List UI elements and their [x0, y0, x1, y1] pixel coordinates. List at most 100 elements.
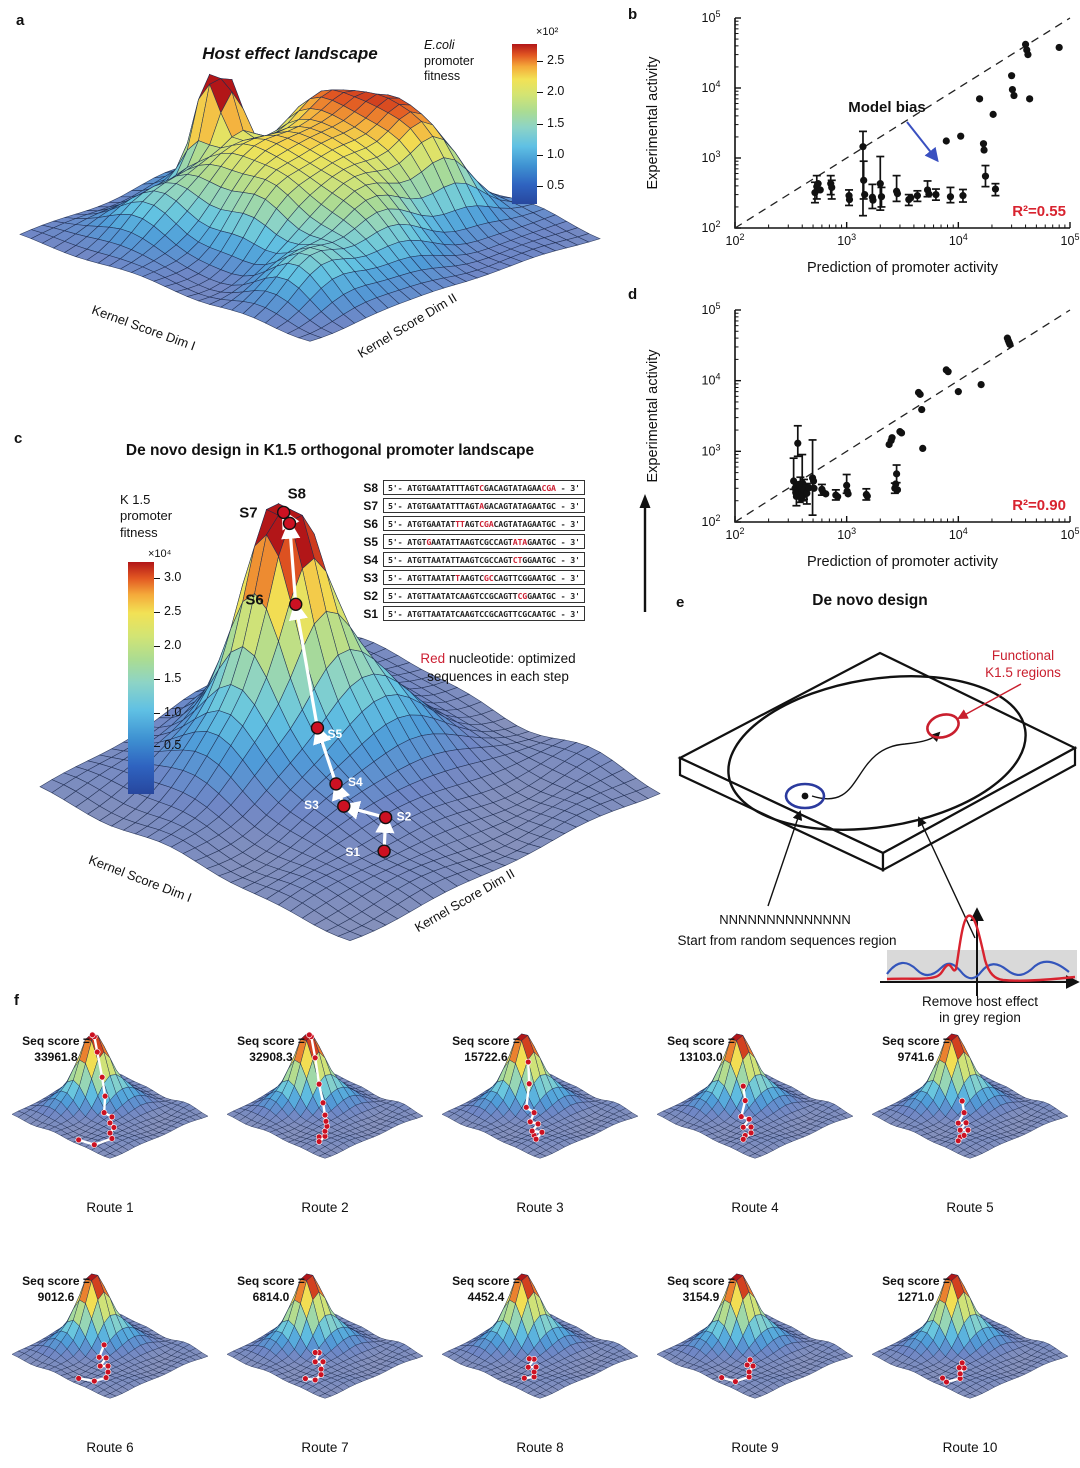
scatter-point	[1010, 91, 1018, 100]
note-rest: nucleotide: optimized	[445, 651, 576, 666]
scatter-point	[959, 192, 967, 200]
scatter-point	[946, 193, 955, 201]
note-line2: sequences in each step	[427, 668, 569, 684]
route-landscape-surface	[656, 1273, 854, 1399]
path-label-S5: S5	[327, 727, 342, 741]
scatter-point	[925, 190, 933, 198]
random-start-dot	[801, 792, 809, 800]
route-landscape-surface	[656, 1033, 854, 1159]
scatter-point	[888, 434, 896, 442]
route-cell: Seq score = 9012.6 Route 6	[4, 1248, 216, 1463]
route-path	[738, 1082, 755, 1143]
route-landscape-surface	[226, 1273, 424, 1399]
svg-text:103: 103	[702, 442, 721, 458]
colorbar-tick: 1.5	[547, 116, 565, 130]
panel-f-letter: f	[14, 992, 19, 1009]
scatter-point	[979, 140, 988, 148]
svg-text:103: 103	[837, 526, 856, 542]
remove-caption-line2: in grey region	[939, 1010, 1021, 1025]
colorbar-label-line1: E.coli	[424, 38, 455, 52]
colorbar-tick: 3.0	[164, 570, 182, 584]
scatter-point	[957, 132, 965, 140]
scatter-point	[1055, 43, 1063, 52]
scatter-point	[991, 185, 1000, 193]
route-caption: Route 5	[946, 1200, 994, 1215]
colorbar-tick: 2.0	[164, 638, 182, 652]
surface-mesh	[11, 1033, 209, 1159]
k15-landscape-surface: S1 S2 S3 S4 S5 S6 S7 S8	[39, 485, 661, 942]
sequence-box: 5'- ATGTTAATATCAAGTCCGCAGTTCGCAATGC - 3'	[383, 606, 585, 621]
scatter-point	[944, 368, 952, 376]
panel-a-colorbar: 2.5 2.0 1.5 1.0 0.5	[512, 44, 564, 204]
scatter-point	[892, 470, 901, 478]
route-landscape-surface	[441, 1273, 639, 1399]
scatter-point	[828, 183, 836, 192]
scatter-point	[1026, 95, 1034, 103]
scatter-point	[913, 192, 922, 200]
route-score: Seq score = 15722.6	[452, 1034, 520, 1064]
colorbar-gradient	[512, 44, 537, 204]
panel-a-letter: a	[16, 12, 25, 29]
routes-row-2: Seq score = 9012.6 Route 6 Seq score = 6814.…	[0, 1248, 1080, 1463]
design-plate-top	[677, 651, 1078, 855]
sequence-box: 5'- ATGTGAATATTTAGTAGACAGTATAGAATGC - 3'	[383, 498, 585, 513]
panel-c-colorbar-label: K 1.5 promoter fitness	[120, 492, 172, 541]
route-caption: Route 2	[301, 1200, 349, 1215]
colorbar-tick: 0.5	[164, 738, 182, 752]
route-caption: Route 6	[86, 1440, 134, 1455]
sequence-step-label: S2	[363, 588, 378, 603]
colorbar-gradient	[128, 562, 154, 794]
route-score: Seq score = 3154.9	[667, 1274, 735, 1304]
scatter-point	[816, 186, 824, 194]
scatter-point	[845, 195, 854, 204]
colorbar-tick: 2.5	[547, 53, 565, 67]
route-score: Seq score = 9741.6	[882, 1034, 950, 1064]
surface-mesh	[441, 1033, 639, 1159]
colorbar-tick: 1.0	[164, 705, 182, 719]
route-score: Seq score = 32908.3	[237, 1034, 305, 1064]
sequence-box: 5'- ATGTTAATATCAAGTCCGCAGTTCGGAATGC - 3'	[383, 588, 585, 603]
scatter-point	[916, 390, 924, 398]
route-cell: Seq score = 33961.8 Route 1	[4, 1008, 216, 1223]
sequence-step-label: S1	[363, 606, 378, 621]
colorbar-tick: 1.5	[164, 671, 182, 685]
route-cell: Seq score = 9741.6 Route 5	[864, 1008, 1076, 1223]
route-path	[521, 1355, 540, 1382]
identity-line	[734, 17, 1071, 229]
route-landscape-surface	[11, 1273, 209, 1399]
colorbar-label-line2: promoter	[424, 53, 475, 68]
scatter-point	[918, 405, 926, 414]
scatter-point	[975, 95, 984, 103]
surface-mesh	[11, 1273, 209, 1399]
path-label-S8: S8	[288, 485, 306, 502]
model-bias-annotation: Model bias	[848, 99, 926, 116]
scatter-point	[860, 176, 868, 184]
scatter-point	[1024, 51, 1032, 59]
colorbar-label-line1: K 1.5	[120, 492, 151, 507]
route-score: Seq score = 1271.0	[882, 1274, 950, 1304]
surface-mesh	[226, 1273, 424, 1399]
route-landscape-surface	[871, 1033, 1069, 1159]
panel-c-title: De novo design in K1.5 orthogonal promot…	[125, 442, 535, 459]
sequence-list: S8 5'- ATGTGAATATTTAGTCGACAGTATAGAACGA - …	[352, 480, 585, 624]
scatter-point	[803, 489, 811, 497]
route-landscape-surface	[441, 1033, 639, 1159]
path-label-S3: S3	[304, 798, 319, 812]
functional-label-line1: Functional	[992, 648, 1054, 663]
scatter-point	[893, 486, 902, 494]
surface-mesh	[19, 73, 601, 342]
sequence-row: S2 5'- ATGTTAATATCAAGTCCGCAGTTCGGAATGC - …	[352, 588, 585, 603]
path-label-S7: S7	[239, 504, 257, 521]
route-cell: Seq score = 4452.4 Route 8	[434, 1248, 646, 1463]
de-novo-design-schematic: Functional K1.5 regions NNNNNNNNNNNNNN Star…	[677, 648, 1080, 1025]
surface-mesh	[441, 1273, 639, 1399]
scatter-point	[954, 388, 962, 396]
svg-text:102: 102	[726, 526, 745, 542]
route-cell: Seq score = 15722.6 Route 3	[434, 1008, 646, 1223]
sequence-box: 5'- ATGTGAATATTTAGTCGACAGTATAGAATGC - 3'	[383, 516, 585, 531]
colorbar-tick: 0.5	[547, 178, 565, 192]
functional-pointer	[957, 683, 1022, 720]
sequence-box: 5'- ATGTGAATATTAAGTCGCCAGTATAGAATGC - 3'	[383, 534, 585, 549]
scatter-point	[981, 172, 990, 180]
